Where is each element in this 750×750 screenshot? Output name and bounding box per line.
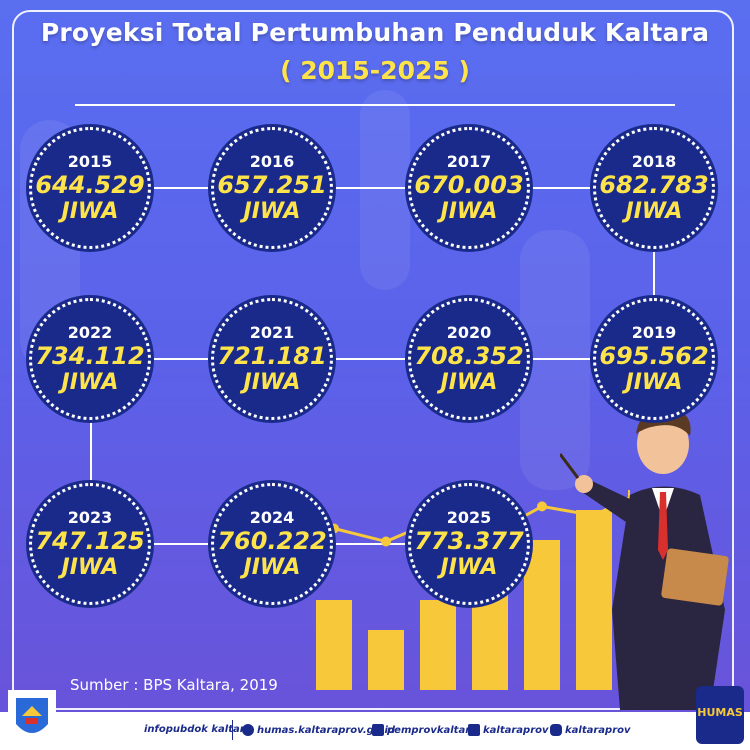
circle-unit: JIWA <box>243 198 301 224</box>
province-emblem-icon <box>8 690 56 746</box>
population-circle-2015: 2015 644.529 JIWA <box>29 127 151 249</box>
circle-value: 773.377 <box>414 526 524 555</box>
footer-item-label: kaltaraprov <box>483 725 549 736</box>
growth-chart-illustration <box>316 490 630 690</box>
population-circle-2025: 2025 773.377 JIWA <box>408 483 530 605</box>
source-note: Sumber : BPS Kaltara, 2019 <box>70 676 278 694</box>
decorative-bar <box>420 600 456 690</box>
circle-unit: JIWA <box>440 198 498 224</box>
circle-year: 2023 <box>67 507 113 527</box>
decorative-bar <box>368 630 404 690</box>
circle-value: 708.352 <box>414 341 524 370</box>
circle-year: 2016 <box>249 151 295 171</box>
circle-unit: JIWA <box>440 554 498 580</box>
presenter-illustration <box>560 407 729 710</box>
circle-value: 721.181 <box>217 341 327 370</box>
circle-unit: JIWA <box>625 369 683 395</box>
circle-value: 657.251 <box>217 170 327 199</box>
circle-value: 695.562 <box>599 341 709 370</box>
decorative-trend-point <box>537 501 547 512</box>
population-circle-2020: 2020 708.352 JIWA <box>408 298 530 420</box>
circle-unit: JIWA <box>440 369 498 395</box>
page-title: Proyeksi Total Pertumbuhan Penduduk Kalt… <box>40 18 710 47</box>
population-circle-2023: 2023 747.125 JIWA <box>29 483 151 605</box>
circle-value: 644.529 <box>35 170 145 199</box>
circle-value: 682.783 <box>599 170 709 199</box>
decorative-trend-point <box>381 536 391 547</box>
circle-year: 2020 <box>446 322 492 342</box>
population-circle-2022: 2022 734.112 JIWA <box>29 298 151 420</box>
facebook-icon <box>372 724 384 736</box>
footer-item-label: pemprovkaltara <box>387 725 477 736</box>
circle-year: 2017 <box>446 151 492 171</box>
circle-year: 2025 <box>446 507 492 527</box>
page-subtitle: ( 2015-2025 ) <box>280 56 470 85</box>
footer-item-label: humas.kaltaraprov.go.id <box>257 725 396 736</box>
footer-item-ppid[interactable]: infopubdok kaltara <box>144 724 251 735</box>
population-circle-2024: 2024 760.222 JIWA <box>211 483 333 605</box>
footer-item-website[interactable]: humas.kaltaraprov.go.id <box>242 724 395 736</box>
decorative-bar <box>576 510 612 690</box>
circle-value: 760.222 <box>217 526 327 555</box>
footer-separator <box>232 720 233 740</box>
circle-unit: JIWA <box>243 369 301 395</box>
circle-year: 2022 <box>67 322 113 342</box>
humas-logo-text: HUMAS <box>697 706 743 719</box>
decorative-bar <box>316 600 352 690</box>
footer-item-twitter[interactable]: kaltaraprov <box>468 724 549 736</box>
globe-icon <box>242 724 254 736</box>
decorative-bar <box>524 540 560 690</box>
circle-year: 2021 <box>249 322 295 342</box>
emblem-shield-icon <box>16 698 48 733</box>
circle-unit: JIWA <box>61 369 119 395</box>
population-circle-2016: 2016 657.251 JIWA <box>211 127 333 249</box>
instagram-icon <box>550 724 562 736</box>
circle-value: 747.125 <box>35 526 145 555</box>
circle-unit: JIWA <box>61 554 119 580</box>
outer-frame <box>12 10 734 710</box>
twitter-icon <box>468 724 480 736</box>
circle-value: 734.112 <box>35 341 145 370</box>
circle-unit: JIWA <box>625 198 683 224</box>
title-divider <box>75 104 675 106</box>
background-shape <box>360 90 410 290</box>
footer-item-instagram[interactable]: kaltaraprov <box>550 724 631 736</box>
population-circle-2019: 2019 695.562 JIWA <box>593 298 715 420</box>
connector-line <box>90 420 92 490</box>
circle-unit: JIWA <box>61 198 119 224</box>
humas-logo: HUMAS <box>696 686 744 744</box>
footer-item-facebook[interactable]: pemprovkaltara <box>372 724 477 736</box>
population-circle-2017: 2017 670.003 JIWA <box>408 127 530 249</box>
connector-line <box>90 358 630 360</box>
population-circle-2018: 2018 682.783 JIWA <box>593 127 715 249</box>
population-circle-2021: 2021 721.181 JIWA <box>211 298 333 420</box>
decorative-trend-point <box>589 510 599 521</box>
background-shape <box>520 230 590 490</box>
circle-year: 2019 <box>631 322 677 342</box>
circle-year: 2015 <box>67 151 113 171</box>
circle-value: 670.003 <box>414 170 524 199</box>
circle-year: 2018 <box>631 151 677 171</box>
footer-item-label: kaltaraprov <box>565 725 631 736</box>
connector-line <box>653 248 655 318</box>
footer-item-label: infopubdok kaltara <box>144 724 252 735</box>
circle-year: 2024 <box>249 507 295 527</box>
circle-unit: JIWA <box>243 554 301 580</box>
